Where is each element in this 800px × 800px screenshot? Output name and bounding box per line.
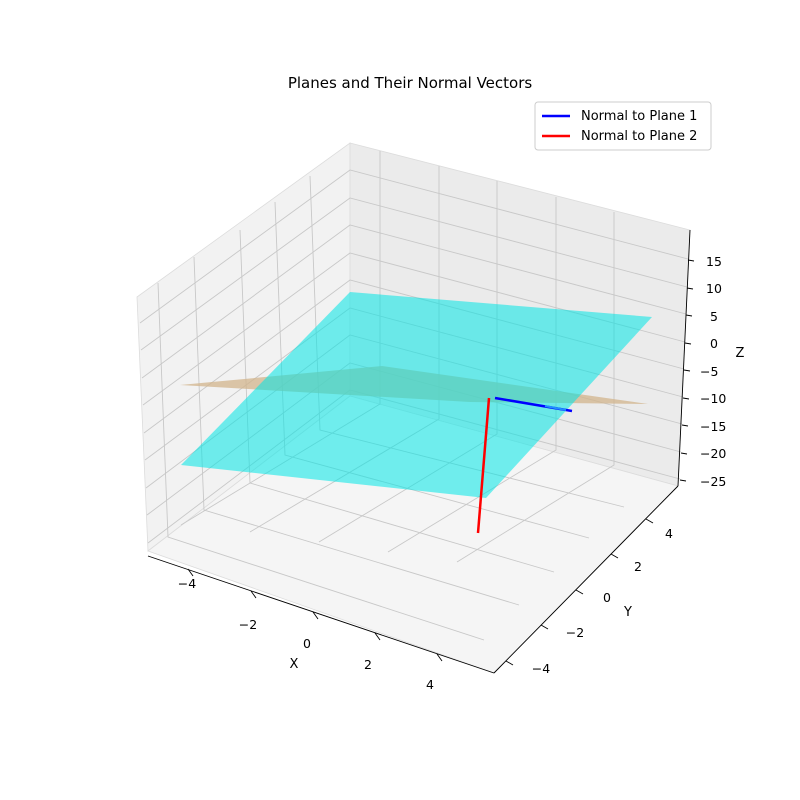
axis-lines — [147, 229, 691, 674]
grid-z-10 — [140, 197, 688, 351]
z-axis-line — [677, 229, 691, 487]
z-tick-mark-minus5 — [683, 369, 691, 372]
legend-label-plane-2: Normal to Plane 2 — [581, 129, 697, 144]
y-tick-label: −4 — [532, 661, 550, 676]
y-tick-mark-minus4 — [505, 660, 514, 666]
y-tick-label: 2 — [634, 559, 642, 574]
x-tick-mark-4 — [436, 653, 443, 662]
grid-y-0 — [239, 229, 555, 573]
normal-vector-plane-1-shade — [544, 405, 567, 411]
legend-box — [534, 101, 712, 151]
z-tick-mark-15 — [687, 259, 695, 262]
axis-ticks — [187, 259, 695, 666]
x-tick-label: −2 — [239, 617, 257, 632]
x-tick-label: 4 — [426, 677, 434, 692]
normal-vectors — [476, 396, 573, 534]
z-tick-mark-minus15 — [681, 424, 689, 427]
z-tick-mark-minus20 — [680, 452, 688, 455]
z-tick-label: 5 — [710, 309, 718, 324]
y-tick-label: −2 — [566, 625, 584, 640]
x-tick-label: 0 — [303, 636, 311, 651]
z-tick-label: −10 — [700, 391, 726, 406]
x-tick-label: −4 — [178, 576, 196, 591]
x-tick-mark-2 — [374, 632, 381, 641]
z-tick-label: 0 — [710, 336, 718, 351]
z-tick-label: −25 — [700, 474, 726, 489]
x-tick-label: 2 — [364, 657, 372, 672]
z-tick-label: −5 — [700, 364, 718, 379]
tick-labels: −4 −2 0 2 4 −4 −2 0 2 4 15 10 5 0 −5 −10… — [178, 254, 727, 692]
y-tick-mark-4 — [645, 518, 654, 524]
z-tick-mark-0 — [684, 342, 692, 345]
y-tick-label: 0 — [603, 590, 611, 605]
grid-z-15 — [139, 169, 689, 324]
grid-z-5 — [141, 224, 687, 379]
grid-y-minus2 — [193, 256, 520, 606]
y-tick-mark-minus2 — [540, 624, 549, 630]
z-tick-mark-5 — [685, 314, 693, 317]
z-tick-mark-minus10 — [682, 397, 690, 400]
planes — [180, 292, 652, 498]
z-tick-mark-minus25 — [679, 479, 687, 482]
y-tick-mark-2 — [610, 553, 619, 559]
z-tick-label: −15 — [700, 419, 726, 434]
grid-x-4 — [456, 212, 615, 563]
x-axis-line — [147, 555, 495, 674]
y-axis-label: Y — [623, 605, 632, 620]
chart-title: Planes and Their Normal Vectors — [288, 74, 533, 92]
x-axis-label: X — [290, 657, 299, 672]
normal-vector-plane-2 — [476, 397, 491, 534]
x-tick-mark-minus4 — [187, 568, 194, 577]
legend: Normal to Plane 1 Normal to Plane 2 — [534, 101, 712, 151]
x-tick-mark-minus2 — [250, 590, 257, 599]
legend-label-plane-1: Normal to Plane 1 — [581, 109, 697, 124]
z-tick-label: 15 — [706, 254, 722, 269]
z-tick-mark-10 — [686, 287, 694, 290]
y-tick-label: 4 — [665, 526, 673, 541]
y-axis-line — [493, 485, 679, 674]
z-tick-label: 10 — [706, 281, 722, 296]
z-axis-label: Z — [736, 346, 745, 361]
z-tick-label: −20 — [700, 446, 726, 461]
x-tick-mark-0 — [312, 611, 319, 620]
plane-2-surface — [181, 292, 652, 498]
y-tick-mark-0 — [575, 589, 584, 595]
grid-x-2 — [387, 197, 557, 553]
grid-y-minus4 — [157, 282, 485, 641]
